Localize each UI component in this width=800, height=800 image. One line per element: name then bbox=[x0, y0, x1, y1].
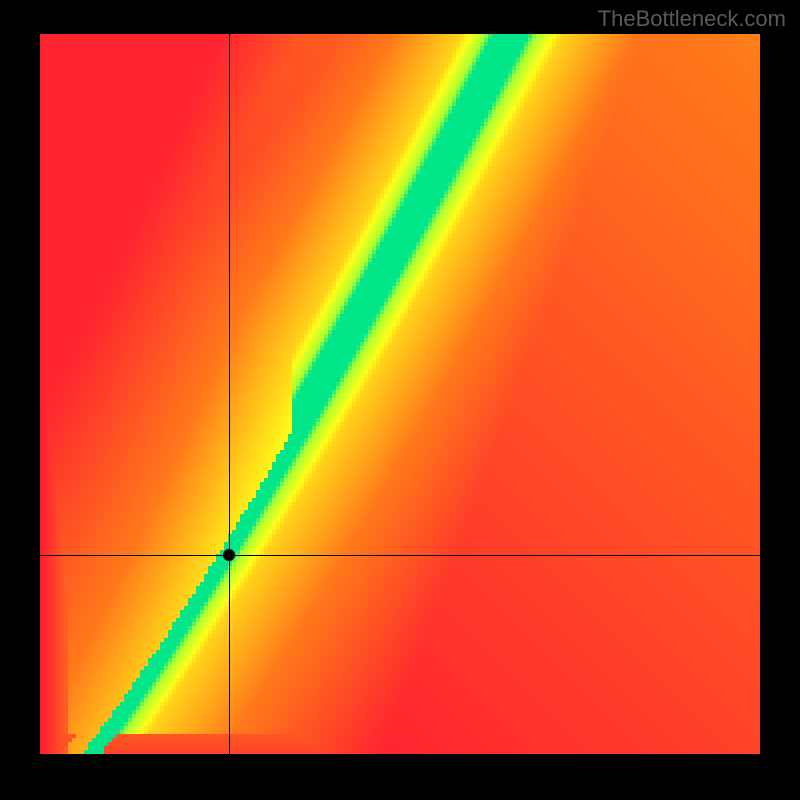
heatmap-plot bbox=[40, 34, 760, 754]
watermark-text: TheBottleneck.com bbox=[598, 6, 786, 32]
crosshair-horizontal bbox=[40, 555, 760, 556]
heatmap-canvas bbox=[40, 34, 760, 754]
crosshair-marker bbox=[223, 549, 235, 561]
crosshair-vertical bbox=[229, 34, 230, 754]
chart-container: TheBottleneck.com bbox=[0, 0, 800, 800]
